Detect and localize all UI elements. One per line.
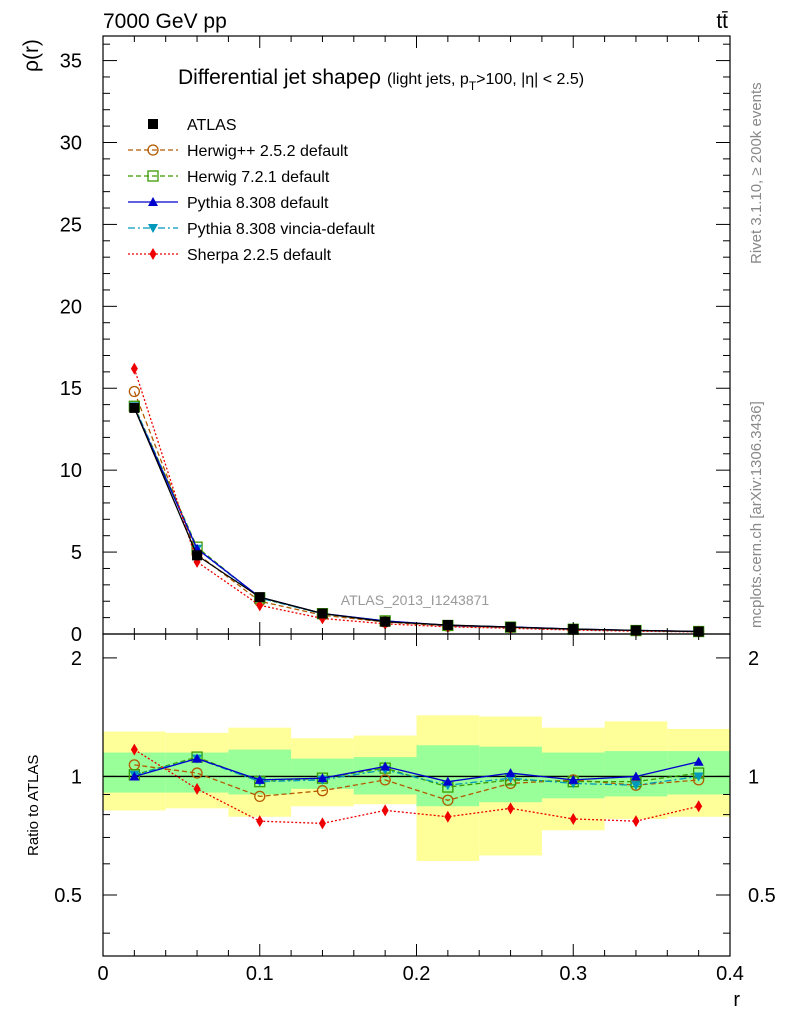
marker-triangle-up: [192, 753, 203, 763]
y-tick-label-bottom: 0.5: [54, 885, 82, 907]
y-tick-label-top: 30: [60, 132, 82, 154]
marker-triangle-up: [317, 773, 328, 783]
marker-diamond: [381, 804, 389, 817]
ratio-line-herwig-2-5-2-default: [134, 764, 699, 801]
marker-triangle-up: [630, 771, 641, 781]
marker-square: [192, 550, 203, 561]
legend: ATLAS Herwig++ 2.5.2 default Herwig 7.2.1 …: [128, 117, 375, 264]
x-tick-label: 0.2: [403, 963, 431, 985]
marker-circle-open: [379, 774, 391, 786]
title-sub: (light jets, p: [387, 71, 469, 88]
legend-label-herwig-7-2-1-default: Herwig 7.2.1 default: [187, 169, 330, 186]
axes-layer: 0 0.1 0.2 0.3 0.4 0 5 10 15 20 25 30 35 0.5 0.5 1 1 2 2: [54, 35, 776, 985]
y-tick-label-top: 35: [60, 51, 82, 73]
band-green-bin: [416, 745, 480, 807]
marker-circle-open: [254, 790, 266, 803]
marker-diamond: [632, 815, 640, 828]
legend-label-pythia-8-308-default: Pythia 8.308 default: [187, 195, 329, 212]
y-tick-label-bottom-right: 0.5: [748, 885, 776, 907]
marker-diamond: [256, 815, 264, 828]
marker-square-open: [147, 170, 159, 182]
x-tick-label: 0.3: [559, 963, 587, 985]
ratio-line-sherpa-2-2-5-default: [134, 749, 699, 825]
marker-triangle-up: [129, 771, 140, 781]
marker-diamond: [193, 782, 201, 795]
analysis-watermark: ATLAS_2013_I1243871: [341, 592, 490, 608]
rivet-label: Rivet 3.1.10, ≥ 200k events: [748, 82, 765, 264]
x-tick-label: 0: [97, 963, 108, 985]
marker-triangle-up: [442, 776, 453, 786]
marker-triangle-down: [148, 224, 158, 233]
y-tick-label-bottom-right: 2: [748, 648, 759, 670]
marker-triangle-up: [505, 768, 516, 778]
legend-label-herwig-2-5-2-default: Herwig++ 2.5.2 default: [187, 143, 349, 160]
y-tick-label-top: 15: [60, 378, 82, 400]
y-tick-label-bottom: 1: [71, 766, 82, 788]
legend-label-sherpa-2-2-5-default: Sherpa 2.2.5 default: [187, 247, 332, 264]
marker-diamond: [149, 248, 157, 260]
marker-circle-open: [442, 794, 454, 806]
y-tick-label-bottom: 2: [71, 648, 82, 670]
x-tick-label: 0.1: [246, 963, 274, 985]
marker-triangle-up: [693, 756, 704, 766]
marker-triangle-up: [568, 774, 579, 784]
marker-diamond: [130, 743, 138, 756]
marker-circle-open: [316, 785, 329, 797]
title-sub-sub: T: [469, 79, 477, 93]
legend-label-atlas: ATLAS: [187, 117, 237, 134]
marker-square: [148, 119, 158, 129]
y-tick-label-top: 0: [71, 624, 82, 646]
title-main: Differential jet shapeρ: [178, 66, 381, 89]
y-tick-label-bottom-right: 1: [748, 766, 759, 788]
marker-circle-open: [147, 144, 159, 156]
marker-square: [505, 622, 516, 633]
marker-triangle-down: [693, 772, 704, 782]
y-tick-label-top: 5: [71, 542, 82, 564]
title-sub-end: >100, |η| < 2.5): [476, 71, 584, 88]
marker-circle-open: [128, 385, 141, 398]
marker-circle-open: [191, 767, 203, 779]
marker-triangle-up: [148, 197, 158, 206]
marker-diamond: [130, 362, 138, 375]
marker-triangle-up: [254, 774, 265, 784]
marker-triangle-up: [380, 761, 391, 771]
marker-triangle-down: [630, 781, 641, 791]
marker-diamond: [507, 802, 515, 815]
chart-title: Differential jet shapeρ (light jets, pT>1…: [178, 66, 584, 93]
marker-diamond: [569, 812, 577, 825]
header-right: tt̄: [716, 10, 728, 33]
header-left: 7000 GeV pp: [103, 10, 227, 33]
marker-diamond: [695, 800, 703, 813]
ratio-line-pythia-8-308-vincia-default: [134, 757, 699, 786]
ratio-series-layer: [128, 743, 705, 830]
ylabel-bottom: Ratio to ATLAS: [25, 755, 42, 856]
marker-diamond: [444, 810, 452, 823]
marker-diamond: [256, 599, 264, 612]
marker-diamond: [318, 817, 326, 830]
marker-square: [129, 402, 140, 413]
marker-square: [254, 592, 265, 603]
legend-label-pythia-8-308-vincia-default: Pythia 8.308 vincia-default: [187, 221, 375, 238]
ratio-line-pythia-8-308-default: [134, 757, 699, 783]
x-tick-label: 0.4: [716, 963, 744, 985]
y-tick-label-top: 10: [60, 460, 82, 482]
y-tick-label-top: 25: [60, 214, 82, 236]
marker-square: [380, 616, 391, 627]
mcplots-label: mcplots.cern.ch [arXiv:1306.3436]: [748, 401, 765, 628]
xlabel: r: [733, 989, 740, 1011]
marker-square: [317, 608, 328, 619]
marker-square: [442, 619, 453, 630]
ylabel-top: ρ(r): [20, 39, 43, 72]
y-tick-label-top: 20: [60, 296, 82, 318]
